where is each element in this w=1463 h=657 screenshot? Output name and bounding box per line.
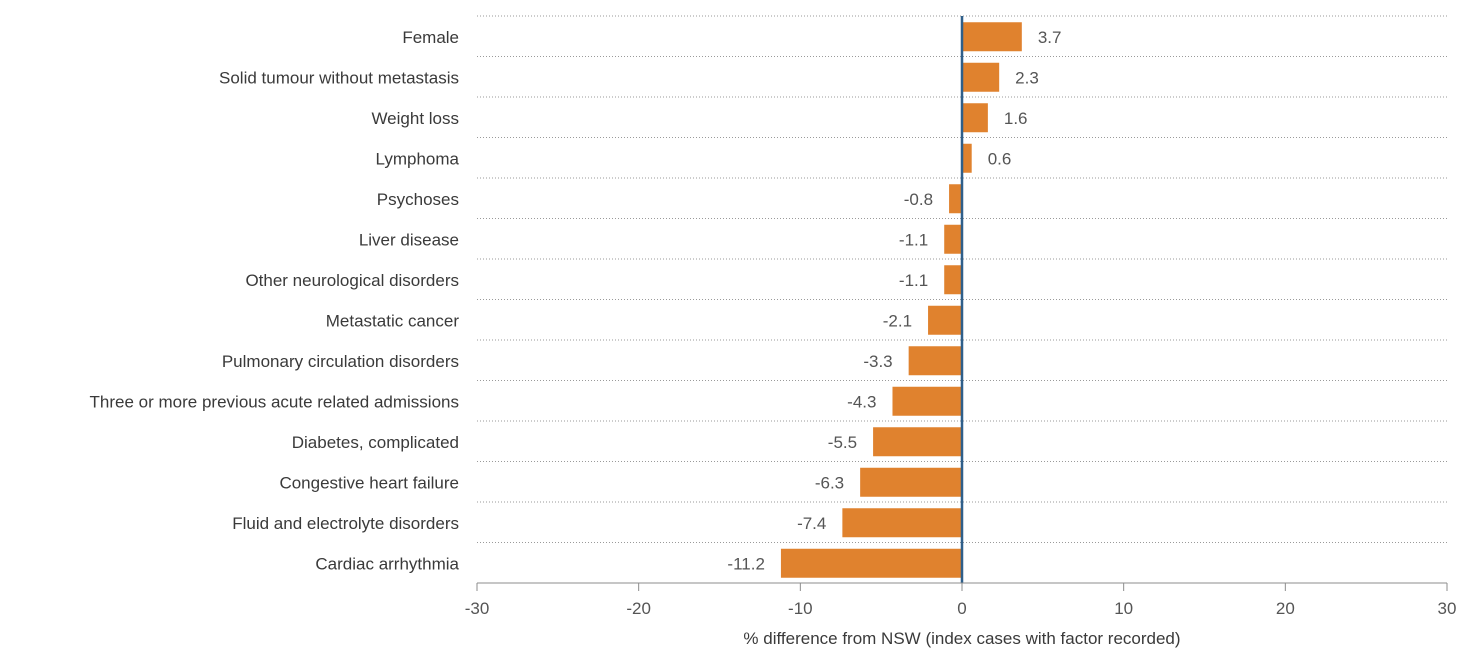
- bar: [962, 103, 988, 133]
- bar: [962, 62, 1000, 92]
- bar: [928, 305, 962, 335]
- x-tick-label: -30: [465, 599, 490, 618]
- category-label: Pulmonary circulation disorders: [222, 352, 459, 371]
- x-tick-label: 0: [957, 599, 966, 618]
- category-label: Metastatic cancer: [326, 311, 460, 330]
- category-label: Psychoses: [377, 190, 459, 209]
- bar: [944, 265, 962, 295]
- category-label: Congestive heart failure: [279, 473, 459, 492]
- bar: [962, 22, 1022, 52]
- value-label: -11.2: [727, 554, 765, 573]
- category-label: Three or more previous acute related adm…: [90, 392, 459, 411]
- value-label: -1.1: [899, 230, 928, 249]
- bar: [892, 386, 962, 416]
- value-label: -6.3: [815, 473, 844, 492]
- value-label: 3.7: [1038, 28, 1062, 47]
- value-label: -7.4: [797, 514, 826, 533]
- bar: [949, 184, 962, 214]
- value-label: -1.1: [899, 271, 928, 290]
- bar: [873, 427, 962, 457]
- value-label: -0.8: [904, 190, 933, 209]
- bar: [908, 346, 962, 376]
- x-tick-label: -10: [788, 599, 813, 618]
- category-label: Lymphoma: [376, 149, 460, 168]
- x-tick-label: 10: [1114, 599, 1133, 618]
- x-tick-label: 30: [1438, 599, 1457, 618]
- bar: [944, 224, 962, 254]
- x-axis-title: % difference from NSW (index cases with …: [743, 629, 1180, 648]
- category-label: Solid tumour without metastasis: [219, 68, 459, 87]
- value-label: 0.6: [988, 149, 1012, 168]
- value-label: -3.3: [863, 352, 892, 371]
- x-tick-label: 20: [1276, 599, 1295, 618]
- bar: [860, 467, 962, 497]
- category-label: Diabetes, complicated: [292, 433, 459, 452]
- value-label: -2.1: [883, 311, 912, 330]
- value-label: 2.3: [1015, 68, 1039, 87]
- labels: Female 3.7 Solid tumour without metastasis…: [90, 28, 1062, 574]
- category-label: Female: [402, 28, 459, 47]
- category-label: Other neurological disorders: [245, 271, 459, 290]
- value-label: 1.6: [1004, 109, 1028, 128]
- bar: [842, 508, 962, 538]
- bar: [780, 548, 962, 578]
- category-label: Weight loss: [371, 109, 459, 128]
- bars: [780, 16, 1022, 583]
- category-label: Liver disease: [359, 230, 459, 249]
- category-label: Cardiac arrhythmia: [315, 554, 459, 573]
- bar: [962, 143, 972, 173]
- x-axis: -30 -20 -10 0 10 20 30: [465, 582, 1457, 618]
- value-label: -4.3: [847, 392, 876, 411]
- category-label: Fluid and electrolyte disorders: [232, 514, 459, 533]
- x-tick-label: -20: [626, 599, 651, 618]
- value-label: -5.5: [828, 433, 857, 452]
